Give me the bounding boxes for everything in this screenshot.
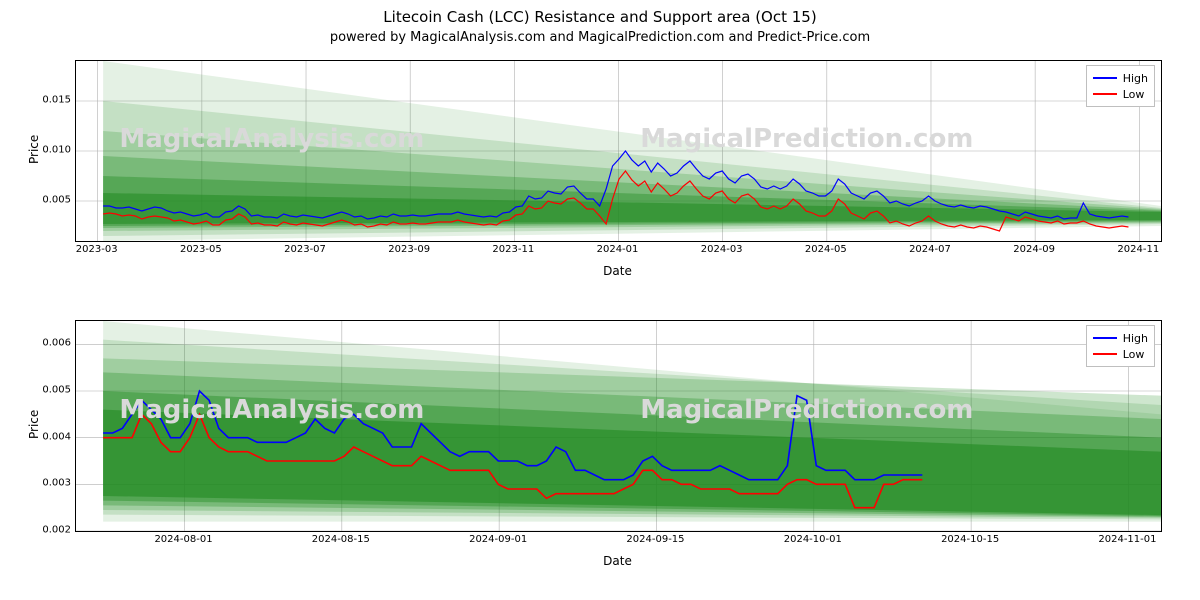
ytick-label: 0.005 [31,385,71,396]
legend-label-low: Low [1123,88,1145,101]
legend-label-low: Low [1123,348,1145,361]
ytick-label: 0.003 [31,478,71,489]
legend-top: High Low [1086,65,1155,107]
ytick-label: 0.010 [31,145,71,156]
axis-xlabel-top: Date [75,264,1160,278]
xtick-label: 2023-05 [180,244,222,255]
ytick-label: 0.002 [31,525,71,536]
ytick-label: 0.006 [31,338,71,349]
legend-swatch-high [1093,337,1117,339]
legend-row-low: Low [1093,86,1148,102]
legend-label-high: High [1123,72,1148,85]
figure-title: Litecoin Cash (LCC) Resistance and Suppo… [0,8,1200,26]
xtick-label: 2024-08-01 [154,534,212,545]
legend-row-high: High [1093,70,1148,86]
legend-label-high: High [1123,332,1148,345]
xtick-label: 2024-08-15 [312,534,370,545]
legend-swatch-high [1093,77,1117,79]
xtick-label: 2024-09-15 [626,534,684,545]
xtick-label: 2024-09 [1013,244,1055,255]
legend-row-high: High [1093,330,1148,346]
legend-swatch-low [1093,353,1117,355]
xtick-label: 2024-07 [909,244,951,255]
axis-xlabel-bottom: Date [75,554,1160,568]
chart-panel-top: MagicalAnalysis.com MagicalPrediction.co… [75,60,1162,242]
ytick-label: 0.005 [31,195,71,206]
xtick-label: 2024-05 [805,244,847,255]
xtick-label: 2024-11 [1117,244,1159,255]
chart-svg-bottom [76,321,1161,531]
xtick-label: 2023-09 [388,244,430,255]
legend-row-low: Low [1093,346,1148,362]
xtick-label: 2023-07 [284,244,326,255]
xtick-label: 2024-10-15 [941,534,999,545]
ytick-label: 0.015 [31,95,71,106]
xtick-label: 2023-11 [492,244,534,255]
legend-swatch-low [1093,93,1117,95]
xtick-label: 2024-01 [597,244,639,255]
chart-svg-top [76,61,1161,241]
xtick-label: 2024-03 [701,244,743,255]
xtick-label: 2024-11-01 [1098,534,1156,545]
figure: Litecoin Cash (LCC) Resistance and Suppo… [0,0,1200,600]
figure-subtitle: powered by MagicalAnalysis.com and Magic… [0,30,1200,45]
xtick-label: 2024-09-01 [469,534,527,545]
chart-panel-bottom: MagicalAnalysis.com MagicalPrediction.co… [75,320,1162,532]
legend-bottom: High Low [1086,325,1155,367]
ytick-label: 0.004 [31,431,71,442]
xtick-label: 2024-10-01 [784,534,842,545]
xtick-label: 2023-03 [76,244,118,255]
